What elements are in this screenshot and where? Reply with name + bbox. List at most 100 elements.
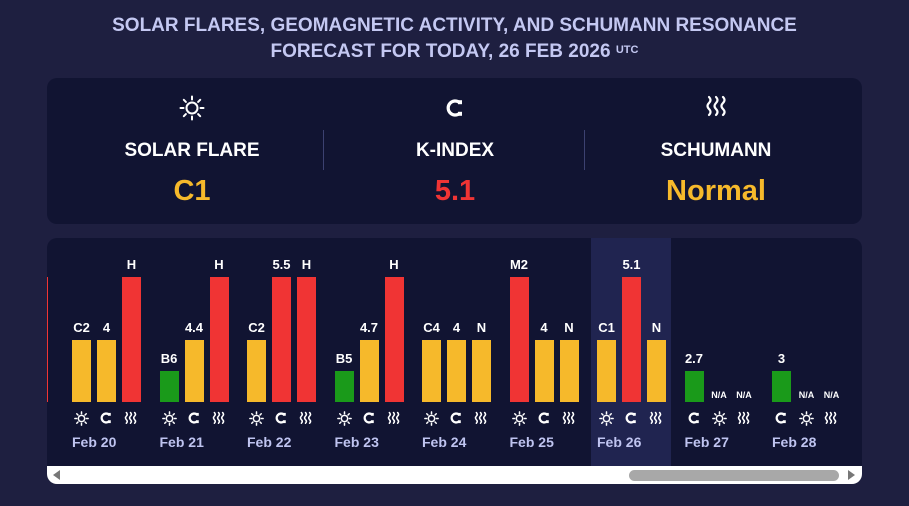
bar-feb-23-2 xyxy=(384,277,404,402)
bar-value-label: C2 xyxy=(73,319,90,335)
forecast-chart: H C2 4 H Feb 20 B6 4.4 H Feb 21 C2 5.5 H Feb 22 B5 4.7… xyxy=(47,238,862,484)
bar-value-label: 4 xyxy=(452,319,461,335)
waves-icon xyxy=(649,411,668,427)
bar-value-label: N/A xyxy=(798,390,815,400)
bar-feb-20-2 xyxy=(122,277,141,402)
bar-feb-28-0 xyxy=(772,370,791,402)
magnet-icon xyxy=(99,411,118,427)
bar-feb-20-0 xyxy=(72,339,91,402)
bar-feb-23-0 xyxy=(334,370,354,402)
bar-feb-21-1 xyxy=(184,339,204,402)
magnet-icon xyxy=(187,411,206,427)
sun-icon xyxy=(47,411,50,427)
bar-value-label: N/A xyxy=(711,390,727,400)
summary-label: SOLAR FLARE xyxy=(124,140,260,161)
day-label: Feb 23 xyxy=(334,434,379,450)
bar-feb-24-2 xyxy=(472,339,491,402)
scroll-right-icon[interactable] xyxy=(848,470,855,480)
sun-icon xyxy=(47,95,337,121)
bar-feb-24-1 xyxy=(447,339,466,402)
bar-value-label: 4 xyxy=(102,319,111,335)
sun-icon xyxy=(711,411,731,427)
magnet-icon xyxy=(362,411,381,427)
magnet-icon xyxy=(325,95,585,117)
bar-feb-24-0 xyxy=(422,339,441,402)
summary-value: C1 xyxy=(173,175,211,207)
bar-value-label: N xyxy=(476,319,487,335)
bar-feb-22-2 xyxy=(297,277,316,402)
bar-value-label: C4 xyxy=(423,319,440,335)
waves-icon xyxy=(474,411,493,427)
bar-feb-25-2 xyxy=(559,339,579,402)
bar-feb-26-2 xyxy=(647,339,666,402)
scroll-left-icon[interactable] xyxy=(53,470,60,480)
bar-value-label: C2 xyxy=(248,319,265,335)
bar-value-label: H xyxy=(214,257,224,272)
magnet-icon xyxy=(537,411,556,427)
waves-icon xyxy=(562,411,581,427)
bar-feb-19-0 xyxy=(47,277,48,402)
summary-panel: SOLAR FLARE C1 K-INDEX 5.1 SCHUMANN xyxy=(47,78,862,224)
waves-icon xyxy=(824,411,843,427)
bar-feb-21-2 xyxy=(209,277,229,402)
bar-feb-22-0 xyxy=(247,339,266,402)
bar-feb-25-0 xyxy=(509,277,529,402)
waves-icon xyxy=(212,411,231,427)
bar-value-label: 2.7 xyxy=(684,350,704,366)
scrollbar-thumb[interactable] xyxy=(629,470,839,481)
magnet-icon xyxy=(687,411,706,427)
utc-label: UTC xyxy=(615,44,639,56)
title-line-2-text: FORECAST FOR TODAY, 26 FEB 2026 xyxy=(270,41,611,62)
bar-value-label: H xyxy=(301,257,312,272)
summary-label: K-INDEX xyxy=(415,140,495,161)
magnet-icon xyxy=(774,411,793,427)
page-title: SOLAR FLARES, GEOMAGNETIC ACTIVITY, AND … xyxy=(0,13,909,65)
summary-schumann: SCHUMANN Normal xyxy=(585,78,847,224)
bar-value-label: B5 xyxy=(335,350,353,366)
bar-feb-27-0 xyxy=(684,370,704,402)
day-label: Feb 26 xyxy=(597,434,642,450)
summary-value: Normal xyxy=(666,175,766,207)
summary-k-index: K-INDEX 5.1 xyxy=(325,78,585,224)
summary-label: SCHUMANN xyxy=(660,140,772,161)
bar-feb-26-1 xyxy=(622,277,641,402)
bar-feb-25-1 xyxy=(534,339,554,402)
bar-value-label: H xyxy=(126,257,137,272)
bar-value-label: M2 xyxy=(509,257,529,272)
divider xyxy=(323,130,324,170)
divider xyxy=(584,130,585,170)
bar-value-label: N/A xyxy=(736,390,752,400)
horizontal-scrollbar[interactable] xyxy=(47,466,862,484)
bar-value-label: 5.5 xyxy=(272,257,291,272)
sun-icon xyxy=(511,411,531,427)
day-label: Feb 25 xyxy=(509,434,554,450)
summary-value: 5.1 xyxy=(434,175,476,207)
bar-value-label: 5.1 xyxy=(622,257,641,272)
day-label: Feb 22 xyxy=(247,434,292,450)
day-label: Feb 21 xyxy=(159,434,204,450)
bar-value-label: 4.7 xyxy=(359,319,379,335)
bar-value-label: H xyxy=(389,257,399,272)
bar-feb-23-1 xyxy=(359,339,379,402)
bar-feb-22-1 xyxy=(272,277,291,402)
day-label: Feb 28 xyxy=(772,434,817,450)
sun-icon xyxy=(599,411,618,427)
waves-icon xyxy=(299,411,318,427)
bar-value-label: H xyxy=(47,257,59,272)
summary-solar-flare: SOLAR FLARE C1 xyxy=(47,78,337,224)
title-line-1: SOLAR FLARES, GEOMAGNETIC ACTIVITY, AND … xyxy=(112,15,797,36)
sun-icon xyxy=(249,411,268,427)
sun-icon xyxy=(799,411,818,427)
bar-value-label: N xyxy=(564,319,574,335)
day-label: Feb 24 xyxy=(422,434,467,450)
bar-value-label: N xyxy=(651,319,662,335)
bar-value-label: 3 xyxy=(777,350,786,366)
bar-feb-26-0 xyxy=(597,339,616,402)
waves-icon xyxy=(124,411,143,427)
sun-icon xyxy=(336,411,356,427)
bar-feb-20-1 xyxy=(97,339,116,402)
bar-value-label: C1 xyxy=(598,319,615,335)
bar-value-label: 4 xyxy=(540,319,548,335)
sun-icon xyxy=(424,411,443,427)
day-label: Feb 20 xyxy=(72,434,117,450)
